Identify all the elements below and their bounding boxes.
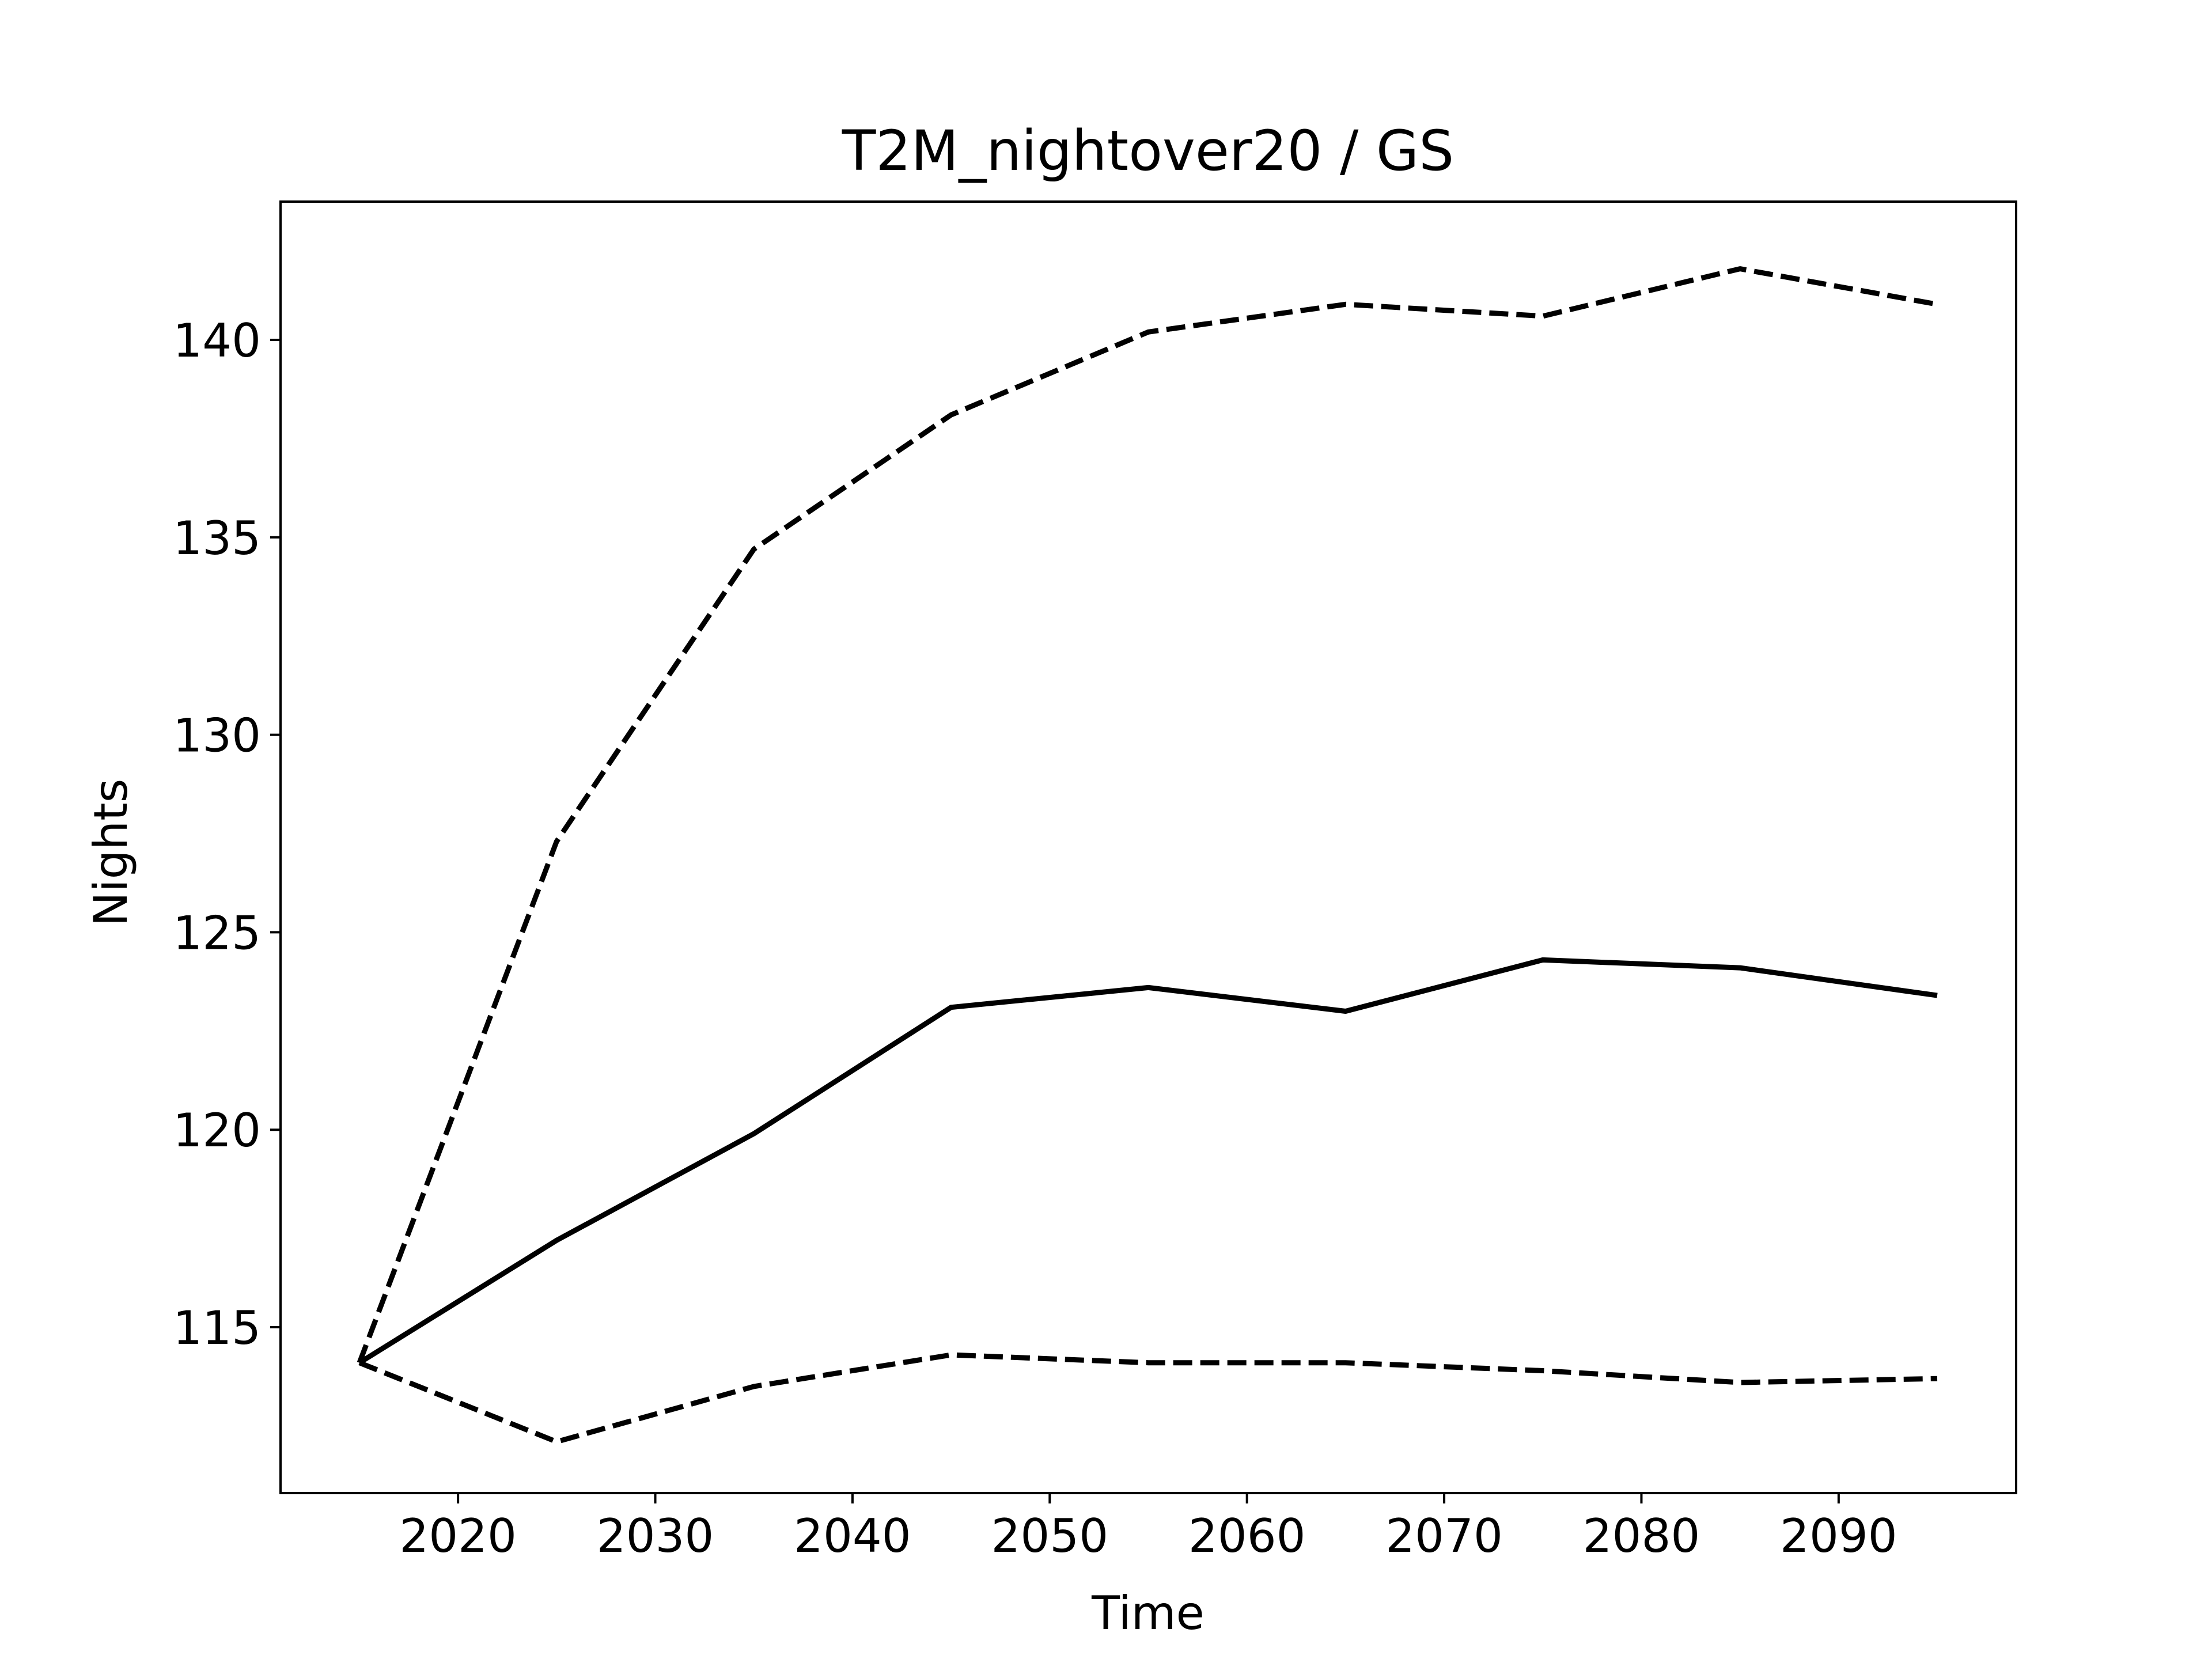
y-tick-label-130: 130 xyxy=(173,709,261,763)
x-tick-label-2020: 2020 xyxy=(399,1509,517,1563)
series-line-3-dashed xyxy=(358,1352,1938,1445)
x-tick-label-2050: 2050 xyxy=(991,1509,1109,1563)
y-tick-label-125: 125 xyxy=(173,906,261,960)
x-tick-label-2060: 2060 xyxy=(1188,1509,1306,1563)
x-tick-label-2030: 2030 xyxy=(597,1509,714,1563)
y-tick-label-115: 115 xyxy=(173,1301,261,1355)
x-tick-label-2040: 2040 xyxy=(794,1509,911,1563)
chart-title: T2M_nightover20 / GS xyxy=(842,119,1454,183)
x-tick-label-2080: 2080 xyxy=(1583,1509,1700,1563)
y-tick-label-135: 135 xyxy=(173,512,261,565)
series-line-1-dashed xyxy=(357,266,1938,1364)
y-axis-label: Nights xyxy=(84,779,138,927)
x-axis-label: Time xyxy=(1091,1586,1205,1640)
y-tick-label-120: 120 xyxy=(173,1104,261,1157)
plot-frame xyxy=(279,200,2017,1494)
x-tick-label-2090: 2090 xyxy=(1780,1509,1897,1563)
series-line-2-solid xyxy=(358,957,1938,1365)
x-tick-label-2070: 2070 xyxy=(1385,1509,1503,1563)
y-tick-label-140: 140 xyxy=(173,314,261,368)
